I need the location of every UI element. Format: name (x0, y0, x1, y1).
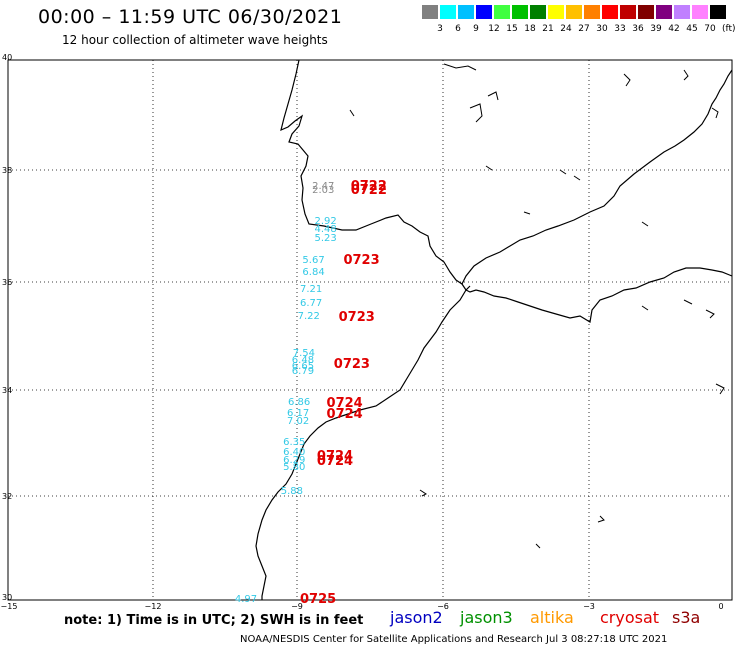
legend-label: 70 (704, 24, 716, 34)
legend-label: 12 (488, 24, 500, 34)
legend-swatch (566, 5, 582, 19)
wave-height-value: 6.65 (291, 360, 315, 372)
coastline-iberia (280, 59, 733, 285)
legend-label: 27 (578, 24, 590, 34)
legend-swatch (710, 5, 726, 19)
wave-height-value: 6.84 (302, 267, 325, 279)
coastline-north-africa (255, 267, 733, 600)
legend-swatch (458, 5, 474, 19)
map-title: 00:00 – 11:59 UTC 06/30/2021 (38, 6, 343, 28)
legend-swatch (530, 5, 546, 19)
satellite-jason3: jason3 (460, 608, 513, 627)
legend-swatch (656, 5, 672, 19)
wave-height-value: 7.02 (286, 415, 310, 427)
lat-tick: 36 (2, 278, 13, 287)
legend-swatch (512, 5, 528, 19)
lat-tick: 38 (2, 166, 13, 175)
lat-tick: 40 (2, 53, 13, 62)
legend-label: 3 (437, 24, 443, 34)
wave-height-value: 7.21 (300, 283, 323, 295)
pass-time-label: 0723 (333, 357, 370, 373)
footer-note: note: 1) Time is in UTC; 2) SWH is in fe… (64, 613, 364, 628)
pass-time-label: 0725 (300, 592, 337, 607)
pass-time-label: 0724 (316, 454, 354, 470)
map-frame (7, 59, 733, 601)
coastline-gibraltar (461, 283, 471, 291)
wave-height-value: 6.17 (286, 407, 310, 419)
wave-height-value: 2.47 (312, 180, 335, 192)
lon-tick: −9 (291, 602, 303, 611)
graticule (8, 60, 732, 600)
legend-label: 15 (506, 24, 518, 34)
pass-time-label: 0724 (326, 407, 363, 423)
lat-tick: 30 (2, 593, 13, 602)
lon-tick: 0 (718, 602, 724, 611)
small-features (349, 63, 725, 549)
wave-height-value: 2.03 (312, 184, 335, 196)
legend-label: 39 (650, 24, 662, 34)
wave-height-value: 4.97 (234, 594, 258, 605)
wave-height-value: 6.35 (283, 437, 306, 449)
legend-swatch (422, 5, 438, 19)
wave-height-value: 7.54 (292, 348, 316, 360)
satellite-s3a: s3a (672, 608, 701, 627)
legend-unit: (ft) (722, 24, 736, 34)
lon-tick: −12 (144, 602, 162, 611)
wave-height-value: 6.77 (300, 298, 323, 310)
wave-height-value: 5.88 (280, 486, 303, 497)
legend-swatch (638, 5, 654, 19)
pass-time-label: 0724 (316, 448, 354, 464)
credit-line: NOAA/NESDIS Center for Satellite Applica… (240, 634, 668, 645)
legend-swatch (602, 5, 618, 19)
map-subtitle: 12 hour collection of altimeter wave hei… (62, 33, 328, 47)
pass-time-label: 0722 (350, 178, 387, 194)
pass-time-label: 0723 (338, 309, 375, 325)
legend-swatch (620, 5, 636, 19)
pass-time-label: 0724 (326, 395, 363, 411)
satellite-cryosat: cryosat (600, 608, 660, 627)
legend-label: 42 (668, 24, 680, 34)
satellite-jason2: jason2 (390, 608, 443, 627)
legend-label: 21 (542, 24, 554, 34)
legend-swatch (674, 5, 690, 19)
wave-height-value: 6.86 (287, 396, 311, 408)
legend-swatch (494, 5, 510, 19)
wave-height-value: 4.48 (314, 224, 337, 236)
legend-label: 24 (560, 24, 572, 34)
legend-label: 9 (473, 24, 479, 34)
legend-label: 33 (614, 24, 626, 34)
lat-tick: 34 (2, 386, 13, 395)
pass-time-label: 0722 (350, 183, 387, 199)
wave-height-value: 5.23 (314, 233, 337, 245)
legend-label: 6 (455, 24, 461, 34)
legend-swatch (692, 5, 708, 19)
wave-height-value: 2.92 (314, 216, 337, 227)
legend-label: 36 (632, 24, 644, 34)
lon-tick: −3 (583, 602, 595, 611)
legend-label: 18 (524, 24, 536, 34)
legend-label: 45 (686, 24, 698, 34)
wave-height-value: 6.48 (291, 355, 315, 367)
wave-height-value: 6.40 (283, 447, 306, 459)
lon-tick: −15 (0, 602, 18, 611)
legend-swatch (440, 5, 456, 19)
wave-height-value: 6.79 (291, 366, 315, 378)
wave-height-value: 5.67 (302, 254, 325, 266)
wave-height-value: 5.80 (283, 461, 306, 473)
wave-height-value: 6.29 (283, 454, 306, 466)
legend-swatch (584, 5, 600, 19)
lat-tick: 32 (2, 492, 13, 501)
wave-height-value: 7.22 (297, 310, 320, 322)
satellite-altika: altika (530, 608, 574, 627)
pass-time-label: 0723 (343, 253, 380, 269)
lon-tick: −6 (437, 602, 449, 611)
legend-swatch (476, 5, 492, 19)
legend-label: 30 (596, 24, 608, 34)
legend-swatch (548, 5, 564, 19)
